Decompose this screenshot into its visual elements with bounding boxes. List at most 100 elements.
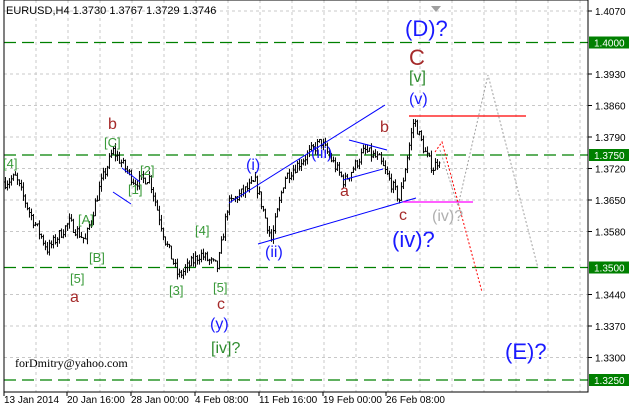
price-bar xyxy=(206,251,209,262)
price-bar xyxy=(144,177,147,185)
price-bar xyxy=(254,171,257,182)
wave-label-iv-sq: [iv]? xyxy=(211,340,241,357)
price-bar xyxy=(92,211,95,226)
price-bar xyxy=(256,175,259,199)
price-bar xyxy=(122,157,125,164)
price-bars xyxy=(4,118,441,280)
price-bar xyxy=(186,258,189,273)
price-bar xyxy=(330,152,333,163)
price-bar xyxy=(292,165,295,181)
price-bar xyxy=(364,144,367,155)
price-bar xyxy=(132,178,135,185)
triangle-c-top xyxy=(121,167,141,183)
price-bar xyxy=(266,217,269,234)
price-bar xyxy=(416,119,419,135)
price-bar xyxy=(12,173,15,181)
price-bar xyxy=(298,159,301,171)
horizontal-levels xyxy=(4,41,588,381)
wave-label-E: (E)? xyxy=(505,339,547,364)
price-bar xyxy=(294,164,297,174)
price-bar xyxy=(156,199,159,211)
price-bar xyxy=(56,237,59,247)
price-bar xyxy=(402,177,405,189)
price-bar xyxy=(380,152,383,165)
price-bar xyxy=(276,208,279,218)
price-bar xyxy=(28,207,31,218)
price-bar xyxy=(414,119,417,127)
price-bar xyxy=(152,187,155,202)
price-bar xyxy=(360,148,363,165)
price-bar xyxy=(16,172,19,185)
wave-label-A-sq: [A] xyxy=(78,212,94,227)
triangle-b-bottom xyxy=(342,168,384,181)
price-bar xyxy=(100,173,103,192)
price-bar xyxy=(422,135,425,154)
price-bar xyxy=(112,146,115,155)
price-bar xyxy=(304,154,307,166)
price-bar xyxy=(384,160,387,175)
price-bar xyxy=(82,236,85,244)
wave-label-iv-alt: (iv)? xyxy=(432,208,464,225)
price-bar xyxy=(262,205,265,212)
price-bar xyxy=(130,169,133,186)
price-bar xyxy=(274,213,277,234)
price-bar xyxy=(202,248,205,261)
price-bar xyxy=(320,138,323,149)
price-bar xyxy=(396,185,399,202)
price-bar xyxy=(382,157,385,167)
price-bar xyxy=(352,166,355,173)
x-tick-label: 28 Jan 00:00 xyxy=(131,395,189,406)
price-bar xyxy=(20,179,23,191)
price-bar xyxy=(296,160,299,173)
wave-label-C-sq: [C] xyxy=(104,135,121,150)
price-bar xyxy=(366,144,369,153)
y-tick-label: 1.3650 xyxy=(595,196,626,207)
price-bar xyxy=(400,182,403,201)
price-bar xyxy=(36,223,39,227)
price-bar xyxy=(46,241,49,255)
price-bar xyxy=(188,260,191,272)
price-bar xyxy=(68,213,71,229)
price-bar xyxy=(420,130,423,142)
price-bar xyxy=(214,259,217,262)
price-bar xyxy=(170,245,173,260)
price-bar xyxy=(10,175,13,186)
price-bar xyxy=(252,179,255,182)
projection-alt xyxy=(439,74,539,269)
price-bar xyxy=(44,240,47,251)
price-bar xyxy=(224,213,227,241)
price-bar xyxy=(72,218,75,234)
price-bar xyxy=(280,190,283,203)
wave-label-4-sq: [4] xyxy=(3,156,18,171)
price-bar xyxy=(182,268,185,280)
price-bar xyxy=(386,166,389,175)
price-bar xyxy=(404,168,407,182)
price-bar xyxy=(408,142,411,161)
symbol-header: EURUSD,H4 1.3730 1.3767 1.3729 1.3746 xyxy=(6,5,217,17)
price-bar xyxy=(272,225,275,244)
price-bar xyxy=(84,233,87,240)
price-bar xyxy=(192,253,195,267)
price-bar xyxy=(228,195,231,216)
price-bar xyxy=(204,252,207,261)
x-tick-label: 13 Jan 2014 xyxy=(4,395,59,406)
price-bar xyxy=(310,142,313,151)
price-bar xyxy=(302,158,305,166)
channel-lower xyxy=(257,197,417,245)
price-bar xyxy=(164,236,167,246)
price-bar xyxy=(336,161,339,171)
price-bar xyxy=(150,175,153,194)
shift-marker-icon[interactable] xyxy=(431,6,441,12)
price-bar xyxy=(54,234,57,245)
price-bar xyxy=(34,222,37,227)
x-tick-label: 26 Feb 08:00 xyxy=(386,395,445,406)
x-tick-label: 4 Feb 08:00 xyxy=(195,395,249,406)
price-bar xyxy=(62,229,65,239)
price-bar xyxy=(288,168,291,184)
price-bar xyxy=(106,165,109,177)
price-bar xyxy=(146,182,149,185)
price-bar xyxy=(340,171,343,178)
price-bar xyxy=(362,144,365,154)
price-bar xyxy=(326,142,329,154)
